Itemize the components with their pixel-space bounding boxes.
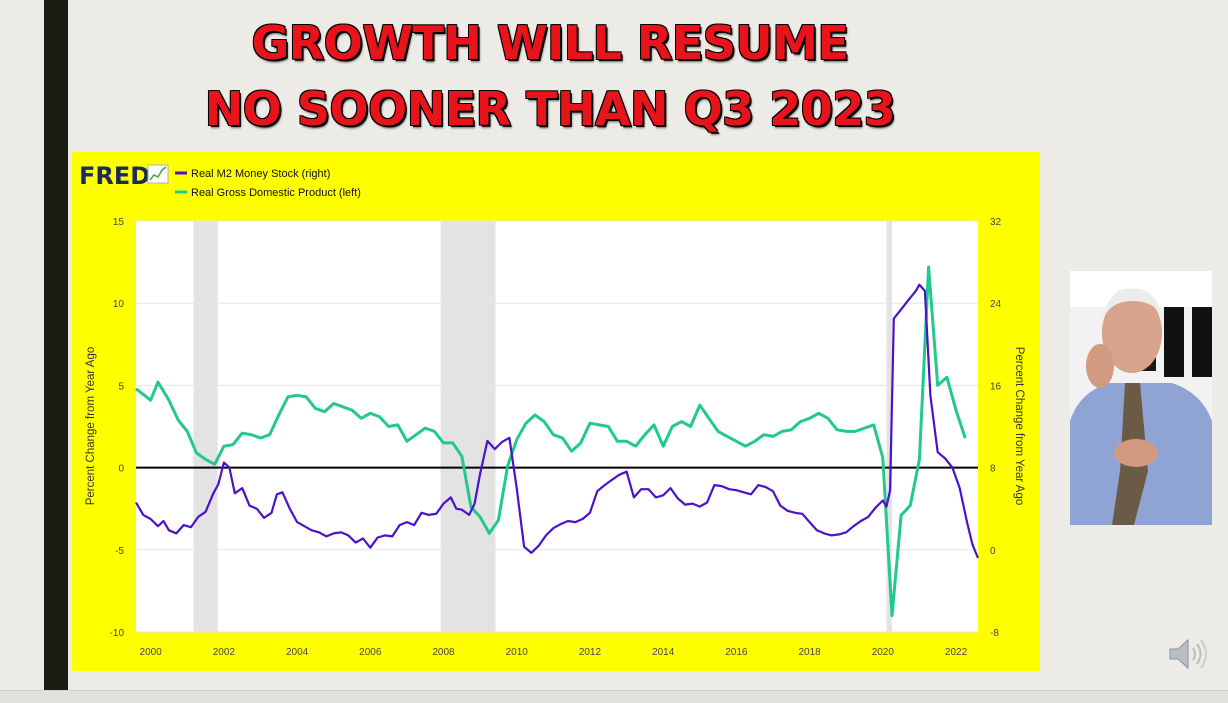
recession-band-0 — [193, 221, 218, 632]
x-tick-label: 2016 — [725, 647, 748, 658]
x-tick-label: 2018 — [798, 647, 821, 658]
right-axis-ticks: 32 24 16 8 0 -8 — [990, 217, 1002, 639]
left-axis-ticks: 15 10 5 0 -5 -10 — [110, 217, 125, 639]
slide-bottom-strip — [0, 690, 1228, 703]
x-tick-label: 2010 — [506, 647, 529, 658]
slide-left-bar — [44, 0, 68, 690]
left-tick-label: -5 — [115, 546, 124, 557]
left-tick-label: 5 — [118, 381, 124, 392]
left-tick-label: 0 — [118, 464, 124, 475]
series-line-real-gdp — [135, 265, 967, 618]
right-tick-label: 16 — [990, 381, 1002, 392]
left-tick-label: 15 — [113, 217, 125, 228]
presenter-photo — [1070, 271, 1212, 525]
right-tick-label: 8 — [990, 464, 996, 475]
x-axis-ticks: 2000 2002 2004 2006 2008 2010 2012 2014 2016 2018… — [140, 647, 968, 658]
x-tick-label: 2000 — [140, 647, 163, 658]
x-tick-label: 2014 — [652, 647, 675, 658]
right-tick-label: 24 — [990, 299, 1002, 310]
fred-chart-panel: FRED Real M2 Money Stock (right) Real Gr… — [72, 152, 1040, 671]
series-line-real-m2 — [135, 283, 980, 559]
plot-area — [136, 221, 978, 632]
left-axis-label: Percent Change from Year Ago — [85, 347, 97, 506]
x-tick-label: 2022 — [945, 647, 968, 658]
left-tick-label: 10 — [113, 299, 125, 310]
fred-logo: FRED — [79, 162, 150, 190]
x-tick-label: 2012 — [579, 647, 602, 658]
recession-bands — [193, 221, 892, 632]
series-lines — [135, 265, 980, 618]
right-axis-label: Percent Change from Year Ago — [1013, 347, 1025, 506]
speaker-icon[interactable] — [1166, 634, 1210, 674]
legend-label-m2: Real M2 Money Stock (right) — [191, 168, 330, 180]
right-tick-label: 32 — [990, 217, 1002, 228]
fred-chart: FRED Real M2 Money Stock (right) Real Gr… — [79, 162, 1025, 658]
recession-band-2 — [886, 221, 892, 632]
x-tick-label: 2004 — [286, 647, 309, 658]
slide-title-line-2: NO SOONER THAN Q3 2023 — [204, 82, 896, 136]
legend-label-gdp: Real Gross Domestic Product (left) — [191, 187, 361, 199]
x-tick-label: 2008 — [432, 647, 455, 658]
x-tick-label: 2006 — [359, 647, 382, 658]
fred-logo-graph-icon — [147, 164, 169, 184]
x-tick-label: 2002 — [213, 647, 236, 658]
recession-band-1 — [440, 221, 496, 632]
x-tick-label: 2020 — [872, 647, 895, 658]
slide-title-line-1: GROWTH WILL RESUME — [251, 16, 849, 70]
right-tick-label: -8 — [990, 628, 999, 639]
left-tick-label: -10 — [110, 628, 125, 639]
right-tick-label: 0 — [990, 546, 996, 557]
